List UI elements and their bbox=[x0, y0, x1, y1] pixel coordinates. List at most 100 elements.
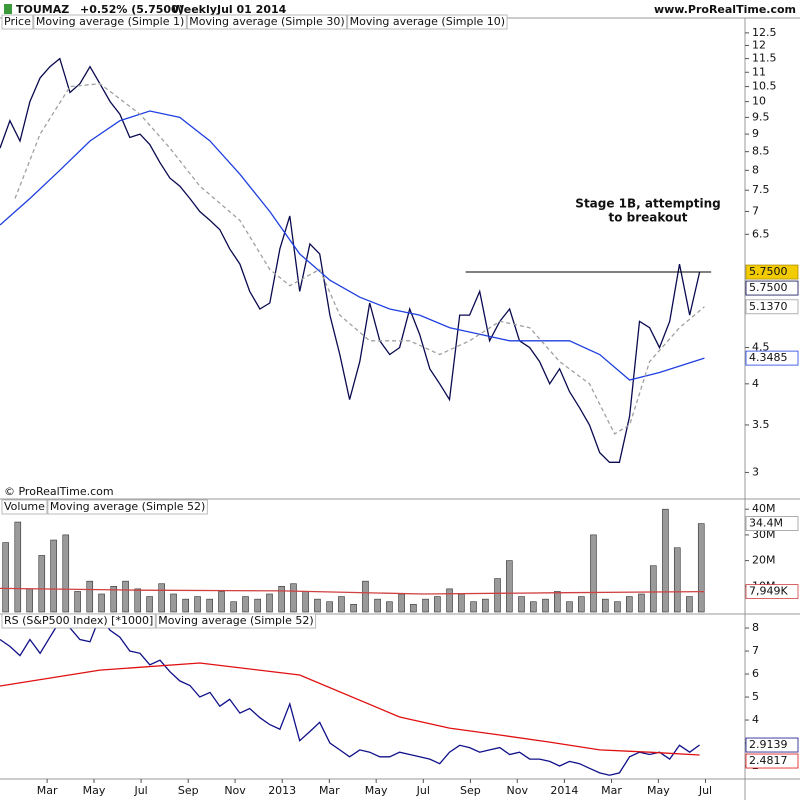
legend-box bbox=[1, 499, 48, 515]
series-line bbox=[0, 587, 705, 595]
series-line bbox=[0, 110, 705, 381]
volume-bar bbox=[542, 598, 549, 613]
annotation: to breakout bbox=[608, 211, 687, 225]
volume-bar bbox=[554, 591, 561, 613]
x-tick-label: Jul bbox=[416, 784, 430, 797]
x-tick-label: May bbox=[647, 784, 670, 797]
x-tick-label: Jul bbox=[133, 784, 147, 797]
value-tag-label: 7,949K bbox=[749, 585, 788, 598]
volume-bar bbox=[62, 534, 70, 613]
value-tag bbox=[745, 350, 799, 366]
volume-bar bbox=[206, 598, 213, 613]
x-tick-label: May bbox=[83, 784, 106, 797]
volume-bar bbox=[86, 580, 94, 613]
x-tick-label: 2014 bbox=[550, 784, 578, 797]
volume-bar bbox=[218, 591, 225, 613]
volume-bar bbox=[422, 598, 429, 613]
x-tick-label: 2013 bbox=[268, 784, 296, 797]
y-tick-label: 10 bbox=[752, 95, 766, 108]
volume-bar bbox=[673, 547, 681, 613]
volume-bar bbox=[686, 596, 693, 613]
legend-box bbox=[47, 499, 208, 515]
volume-bar bbox=[614, 601, 621, 613]
volume-bar bbox=[638, 593, 645, 613]
y-tick-label: 4 bbox=[752, 713, 759, 726]
volume-bar bbox=[506, 560, 513, 613]
legend-entry: RS (S&P500 Index) [*1000] bbox=[4, 614, 153, 627]
value-tag bbox=[745, 737, 799, 753]
x-tick-label: Sep bbox=[460, 784, 481, 797]
legend-entry: Moving average (Simple 30) bbox=[189, 15, 344, 28]
volume-bar bbox=[74, 591, 81, 613]
legend-entry: Volume bbox=[4, 500, 45, 513]
value-tag bbox=[745, 280, 799, 296]
legend-box bbox=[186, 14, 348, 30]
y-tick-label: 20M bbox=[752, 554, 776, 567]
volume-bar bbox=[122, 580, 129, 613]
volume-bar bbox=[314, 598, 321, 613]
period: Weekly bbox=[172, 3, 217, 16]
volume-bar bbox=[290, 583, 297, 613]
volume-bar bbox=[230, 601, 237, 613]
app-icon bbox=[4, 4, 12, 14]
volume-bar bbox=[602, 598, 609, 613]
series-line bbox=[0, 662, 700, 756]
value-tag-label: 4.3485 bbox=[749, 351, 788, 364]
volume-bar bbox=[278, 585, 285, 613]
value-tag-label: 5.7500 bbox=[749, 281, 788, 294]
legend-box bbox=[33, 14, 187, 30]
value-tag-label: 2.9139 bbox=[749, 738, 788, 751]
volume-bar bbox=[386, 601, 393, 613]
volume-bar bbox=[470, 601, 477, 613]
series-line bbox=[0, 615, 700, 776]
date: Jul 01 2014 bbox=[216, 3, 287, 16]
x-tick-label: Sep bbox=[178, 784, 199, 797]
volume-bar bbox=[482, 598, 489, 613]
volume-bar bbox=[530, 601, 537, 613]
volume-bar bbox=[134, 588, 142, 613]
volume-bar bbox=[398, 593, 405, 613]
y-tick-label: 7.5 bbox=[752, 183, 770, 196]
y-tick-label: 40M bbox=[752, 502, 776, 515]
annotation: Stage 1B, attempting bbox=[575, 197, 720, 211]
volume-bar bbox=[446, 588, 453, 613]
y-tick-label: 8.5 bbox=[752, 145, 770, 158]
volume-bar bbox=[338, 596, 345, 613]
volume-bar bbox=[578, 596, 585, 613]
value-tag-label: 2.4817 bbox=[749, 754, 788, 767]
x-tick-label: Mar bbox=[319, 784, 340, 797]
volume-bar bbox=[98, 593, 105, 613]
legend-entry: Moving average (Simple 52) bbox=[158, 614, 313, 627]
y-tick-label: 4.5 bbox=[752, 341, 770, 354]
legend-entry: Moving average (Simple 1) bbox=[36, 15, 184, 28]
y-tick-label: 11.5 bbox=[752, 52, 777, 65]
volume-bar bbox=[110, 585, 118, 613]
value-tag bbox=[745, 584, 799, 599]
volume-bar bbox=[518, 596, 525, 613]
legend-entry: Moving average (Simple 10) bbox=[350, 15, 505, 28]
volume-bar bbox=[410, 603, 417, 613]
volume-bar bbox=[38, 555, 46, 613]
volume-bar bbox=[649, 565, 657, 613]
value-tag bbox=[745, 264, 799, 280]
instrument: TOUMAZ bbox=[16, 3, 69, 16]
volume-bar bbox=[302, 591, 309, 613]
legend-entry: Price bbox=[4, 15, 31, 28]
y-tick-label: 5 bbox=[752, 690, 759, 703]
value-tag bbox=[745, 299, 799, 315]
volume-bar bbox=[146, 596, 153, 613]
y-tick-label: 6.5 bbox=[752, 227, 770, 240]
x-tick-label: Mar bbox=[37, 784, 58, 797]
copyright: © ProRealTime.com bbox=[4, 485, 114, 498]
volume-bar bbox=[362, 580, 369, 613]
volume-bar bbox=[662, 508, 669, 613]
volume-bar bbox=[625, 596, 633, 613]
y-tick-label: 7 bbox=[752, 204, 759, 217]
value-tag bbox=[745, 516, 799, 531]
legend-box bbox=[155, 613, 317, 629]
value-tag bbox=[745, 753, 799, 769]
volume-bar bbox=[350, 603, 357, 613]
y-tick-label: 12.5 bbox=[752, 26, 777, 39]
volume-bar bbox=[494, 578, 501, 613]
